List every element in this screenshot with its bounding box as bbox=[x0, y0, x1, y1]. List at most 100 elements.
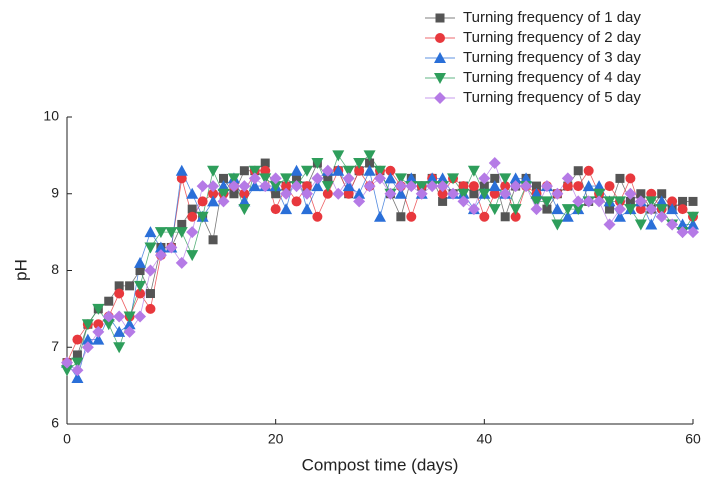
data-point bbox=[144, 242, 157, 254]
data-point bbox=[113, 325, 126, 337]
data-point bbox=[187, 211, 198, 222]
data-point bbox=[71, 364, 84, 377]
data-point bbox=[323, 173, 333, 183]
data-point bbox=[186, 187, 199, 199]
legend-marker bbox=[434, 73, 446, 84]
data-point bbox=[363, 150, 376, 162]
data-point bbox=[436, 180, 449, 193]
data-point bbox=[113, 310, 126, 323]
data-point bbox=[311, 158, 324, 170]
legend-marker bbox=[434, 52, 446, 63]
data-point bbox=[603, 218, 616, 231]
legend-marker bbox=[435, 33, 445, 43]
data-point bbox=[666, 218, 679, 231]
data-point bbox=[92, 325, 105, 338]
data-point bbox=[467, 165, 480, 177]
data-point bbox=[488, 204, 501, 216]
data-point bbox=[363, 164, 376, 176]
data-point bbox=[467, 203, 480, 216]
data-point bbox=[613, 203, 626, 216]
data-point bbox=[239, 188, 250, 199]
data-point bbox=[509, 172, 522, 184]
data-point bbox=[645, 196, 658, 208]
data-point bbox=[123, 325, 136, 338]
data-point bbox=[625, 196, 635, 206]
data-point bbox=[248, 165, 261, 177]
data-point bbox=[332, 150, 345, 162]
data-point bbox=[645, 218, 658, 230]
data-point bbox=[154, 249, 167, 262]
data-point bbox=[613, 210, 626, 222]
data-point bbox=[92, 333, 105, 345]
data-point bbox=[321, 164, 334, 177]
data-point bbox=[657, 189, 667, 199]
x-axis-label: Compost time (days) bbox=[302, 455, 459, 474]
data-point bbox=[687, 226, 699, 239]
data-point bbox=[634, 219, 647, 231]
data-point bbox=[573, 181, 584, 192]
data-point bbox=[260, 165, 271, 176]
data-point bbox=[353, 195, 366, 208]
data-point bbox=[582, 180, 595, 192]
x-tick-label: 40 bbox=[477, 431, 493, 447]
data-point bbox=[271, 189, 281, 199]
y-tick-label: 6 bbox=[51, 415, 59, 431]
data-point bbox=[396, 212, 406, 222]
data-point bbox=[197, 196, 208, 207]
data-point bbox=[499, 173, 512, 185]
data-point bbox=[479, 211, 490, 222]
data-point bbox=[291, 196, 302, 207]
data-point bbox=[457, 195, 470, 208]
data-point bbox=[572, 195, 585, 208]
data-point bbox=[342, 172, 355, 185]
data-point bbox=[321, 181, 334, 193]
data-point bbox=[478, 188, 491, 200]
data-point bbox=[593, 180, 606, 192]
data-point bbox=[374, 210, 386, 222]
data-point bbox=[311, 172, 324, 185]
data-point bbox=[363, 180, 376, 193]
data-point bbox=[645, 203, 658, 216]
legend-marker bbox=[435, 13, 445, 23]
data-point bbox=[281, 181, 292, 192]
data-point bbox=[500, 212, 510, 222]
data-point bbox=[144, 264, 157, 277]
data-point bbox=[332, 187, 345, 200]
y-axis-label: pH bbox=[11, 259, 30, 281]
data-point bbox=[490, 173, 500, 183]
data-point bbox=[145, 289, 155, 299]
data-point bbox=[624, 204, 637, 216]
data-point bbox=[229, 189, 239, 199]
data-point bbox=[385, 165, 396, 176]
data-point bbox=[113, 342, 126, 354]
y-tick-label: 8 bbox=[51, 261, 59, 277]
data-point bbox=[478, 172, 491, 185]
legend-label: Turning frequency of 2 day bbox=[463, 29, 641, 46]
data-point bbox=[175, 164, 188, 176]
data-point bbox=[144, 226, 157, 238]
y-tick-label: 10 bbox=[43, 108, 59, 124]
data-point bbox=[81, 341, 94, 354]
data-point bbox=[354, 165, 365, 176]
data-point bbox=[510, 211, 521, 222]
data-point bbox=[269, 172, 282, 185]
data-point bbox=[540, 196, 553, 208]
data-point bbox=[300, 187, 313, 200]
data-point bbox=[186, 226, 199, 239]
data-point bbox=[353, 187, 366, 199]
data-point bbox=[176, 173, 187, 184]
data-point bbox=[426, 180, 439, 193]
data-point bbox=[458, 181, 469, 192]
data-point bbox=[447, 187, 460, 200]
data-point bbox=[605, 204, 615, 214]
data-point bbox=[677, 204, 688, 215]
data-point bbox=[227, 173, 240, 185]
y-tick-label: 7 bbox=[51, 338, 59, 354]
data-point bbox=[134, 256, 147, 268]
y-tick-label: 9 bbox=[51, 184, 59, 200]
data-point bbox=[165, 241, 178, 254]
data-point bbox=[551, 187, 564, 200]
data-point bbox=[530, 196, 543, 208]
data-point bbox=[468, 181, 479, 192]
